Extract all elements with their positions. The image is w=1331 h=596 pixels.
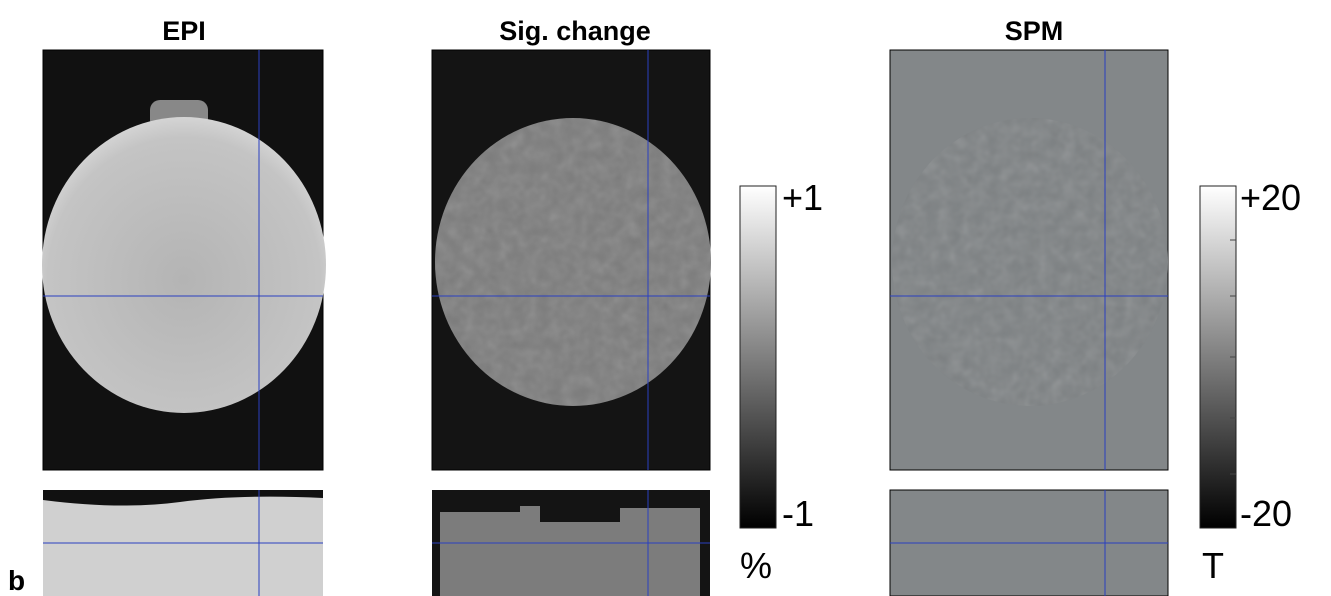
page: {"panel_label": "b", "panels": [{"title"… bbox=[0, 0, 1331, 596]
colorbar-min: -1 bbox=[782, 493, 814, 534]
colorbar-max: +1 bbox=[782, 177, 823, 218]
panel-title: SPM bbox=[1005, 16, 1064, 46]
panel-label: b bbox=[8, 565, 25, 596]
panel-title: Sig. change bbox=[499, 16, 651, 46]
epi-image bbox=[42, 50, 326, 596]
spm-image bbox=[890, 50, 1168, 596]
panel-title: EPI bbox=[162, 16, 206, 46]
sig-change-image bbox=[432, 50, 711, 596]
colorbar: +20 -20 T bbox=[1200, 177, 1301, 586]
colorbar-unit: T bbox=[1202, 545, 1224, 586]
colorbar: +1 -1 % bbox=[740, 177, 823, 586]
colorbar-unit: % bbox=[740, 545, 772, 586]
colorbar-min: -20 bbox=[1240, 493, 1292, 534]
colorbar-max: +20 bbox=[1240, 177, 1301, 218]
figure: EPI Sig. change +1 -1 % SPM bbox=[0, 0, 1331, 596]
